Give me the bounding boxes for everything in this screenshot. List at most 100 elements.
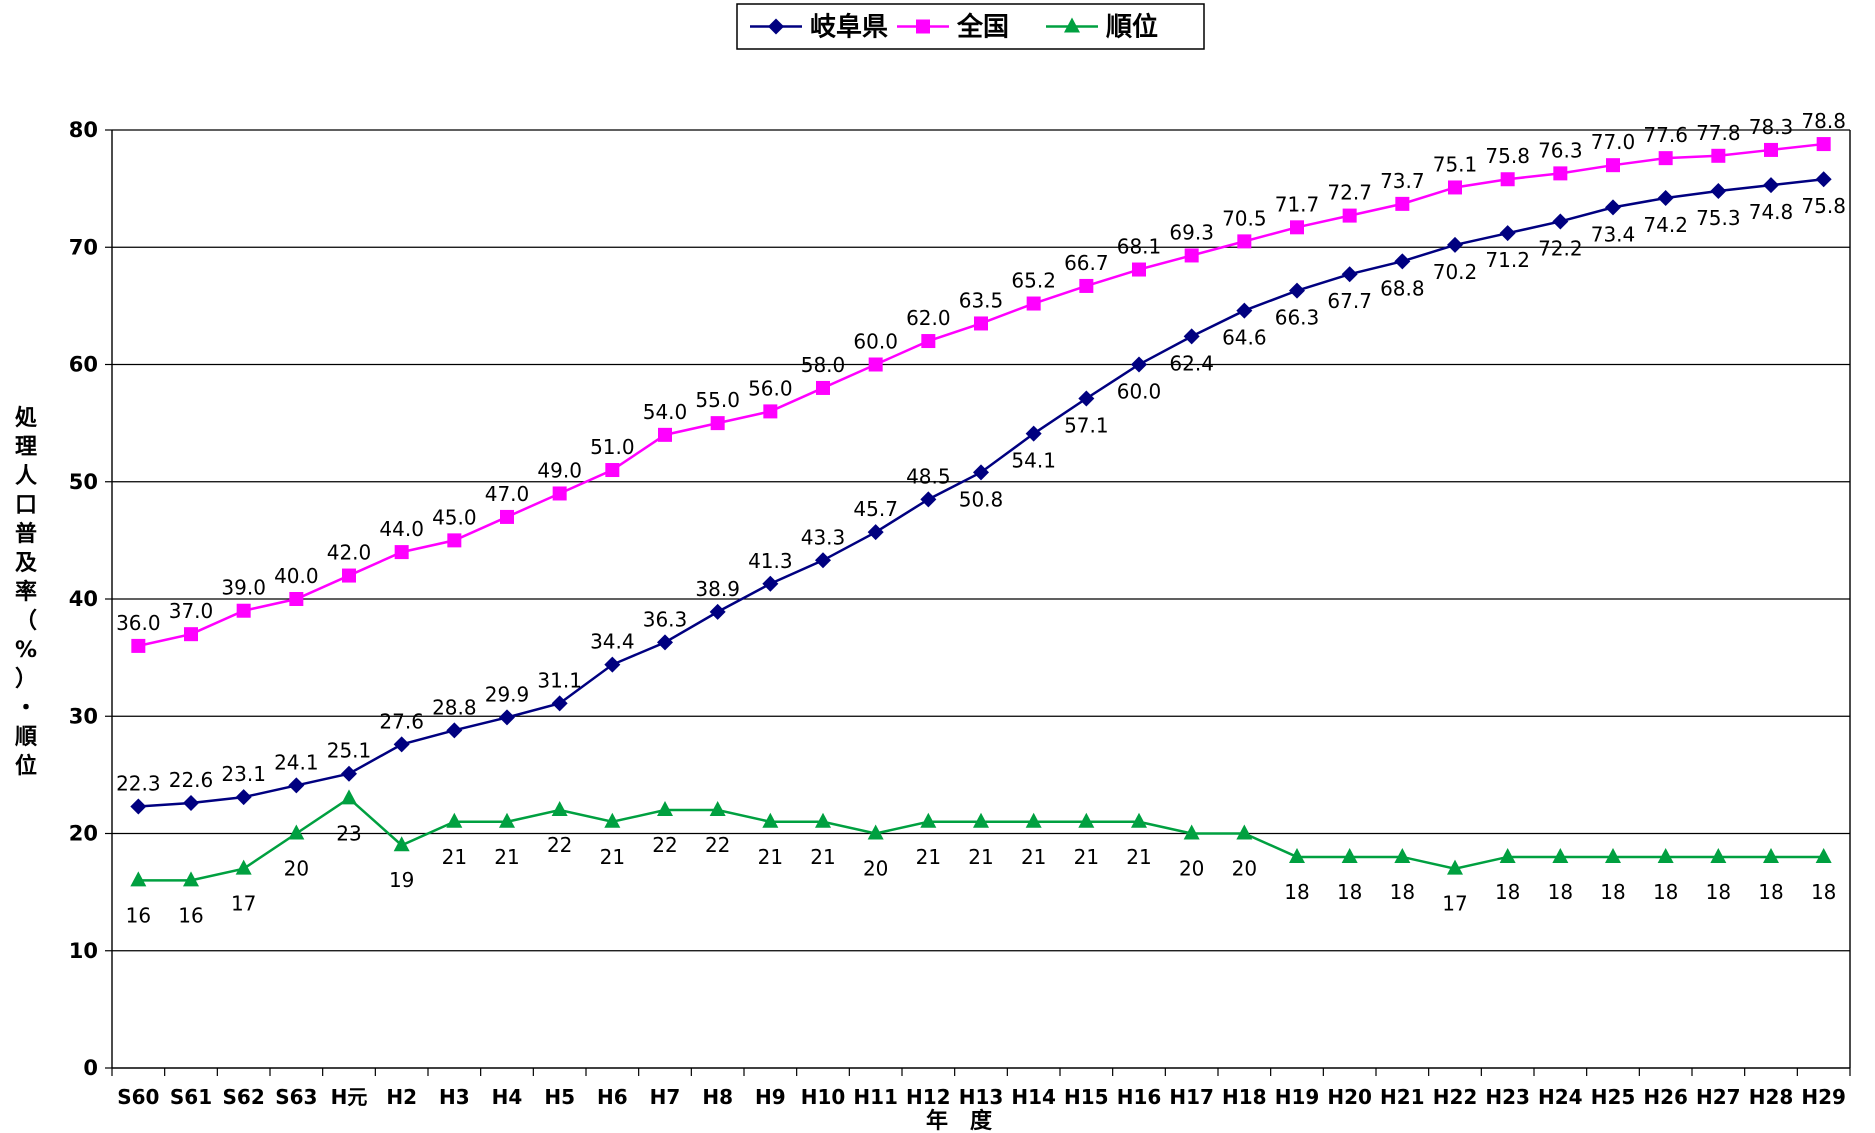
data-label: 43.3 xyxy=(801,525,846,549)
data-label: 18 xyxy=(1495,880,1520,904)
x-tick-label: H9 xyxy=(755,1085,786,1109)
data-label: 74.8 xyxy=(1749,200,1794,224)
y-tick-label: 10 xyxy=(69,939,98,963)
data-label: 25.1 xyxy=(327,739,372,763)
data-point xyxy=(1657,847,1674,863)
data-label: 68.8 xyxy=(1380,276,1425,300)
data-label: 73.7 xyxy=(1380,169,1425,193)
data-point xyxy=(1078,812,1095,828)
data-point xyxy=(1605,199,1621,216)
data-point xyxy=(867,524,884,541)
data-point xyxy=(1447,859,1463,875)
data-label: 64.6 xyxy=(1222,326,1267,350)
data-label: 31.1 xyxy=(537,668,582,692)
x-tick-label: H21 xyxy=(1380,1085,1425,1109)
data-point xyxy=(1183,328,1200,345)
y-axis-ticks: 0 10 20 30 40 50 60 70 80 xyxy=(69,118,112,1080)
data-point xyxy=(130,871,147,887)
x-tick-label: H26 xyxy=(1643,1085,1688,1109)
data-point xyxy=(1078,390,1095,407)
legend-item: 全国 xyxy=(897,12,1009,43)
x-tick-label: S62 xyxy=(223,1085,265,1109)
data-point xyxy=(500,509,514,524)
data-label: 75.3 xyxy=(1696,206,1741,230)
y-tick-label: 50 xyxy=(69,470,98,494)
data-label: 71.7 xyxy=(1275,192,1320,216)
x-tick-label: H24 xyxy=(1538,1085,1583,1109)
data-point xyxy=(1552,847,1569,863)
x-tick-label: H3 xyxy=(439,1085,470,1109)
data-point xyxy=(710,416,725,431)
data-point xyxy=(1500,172,1515,187)
data-point xyxy=(393,836,410,852)
x-tick-label: H20 xyxy=(1327,1085,1372,1109)
data-label: 57.1 xyxy=(1064,414,1109,438)
data-label: 45.7 xyxy=(853,497,898,521)
data-point xyxy=(289,592,304,606)
legend-item: 岐阜県 xyxy=(750,13,888,43)
data-point xyxy=(1290,220,1304,235)
data-point xyxy=(130,798,147,815)
data-label: 34.4 xyxy=(590,630,635,654)
data-point xyxy=(1183,824,1200,840)
data-point xyxy=(816,380,830,395)
data-label: 18 xyxy=(1390,880,1415,904)
data-label: 60.0 xyxy=(1117,380,1162,404)
data-point xyxy=(1711,148,1726,163)
data-point xyxy=(1131,356,1147,373)
data-label: 72.7 xyxy=(1327,181,1372,205)
data-label: 76.3 xyxy=(1538,138,1583,162)
data-label: 38.9 xyxy=(695,577,740,601)
data-label: 36.0 xyxy=(116,611,161,635)
x-axis-ticks: S60 S61 S62 S63 H元 H2 H3 H4 H5 H6 H7 H8 H9 H10 H11 H12 H… xyxy=(111,1068,1851,1109)
legend: 岐阜県 全国 順位 xyxy=(736,3,1205,50)
data-label: 58.0 xyxy=(801,353,846,377)
data-label: 16 xyxy=(126,903,151,927)
data-label: 70.2 xyxy=(1433,260,1478,284)
data-label: 18 xyxy=(1548,880,1573,904)
data-point xyxy=(1132,262,1146,277)
data-label: 54.0 xyxy=(643,400,688,424)
x-tick-label: H14 xyxy=(1011,1085,1056,1109)
x-tick-label: S61 xyxy=(170,1085,212,1109)
x-tick-label: H17 xyxy=(1169,1085,1214,1109)
data-point xyxy=(1764,142,1778,157)
legend-label: 岐阜県 xyxy=(810,13,888,43)
data-label: 36.3 xyxy=(643,607,688,631)
data-point xyxy=(768,18,784,35)
data-label: 16 xyxy=(178,903,203,927)
data-label: 70.5 xyxy=(1222,206,1267,230)
y-tick-label: 70 xyxy=(69,235,98,259)
data-label: 75.1 xyxy=(1433,152,1478,176)
data-label: 51.0 xyxy=(590,435,635,459)
data-label: 21 xyxy=(916,845,941,869)
data-point xyxy=(446,812,463,828)
x-tick-label: H19 xyxy=(1275,1085,1320,1109)
data-label: 66.3 xyxy=(1275,306,1320,330)
x-tick-label: H8 xyxy=(702,1085,733,1109)
data-label: 22 xyxy=(705,833,730,857)
data-label: 20 xyxy=(284,857,309,881)
data-label: 17 xyxy=(1442,892,1467,916)
y-tick-label: 60 xyxy=(69,353,98,377)
y-tick-label: 0 xyxy=(83,1056,98,1080)
data-label: 67.7 xyxy=(1327,289,1372,313)
data-point xyxy=(393,736,410,753)
data-point xyxy=(1552,213,1569,230)
x-tick-label: H23 xyxy=(1485,1085,1530,1109)
data-label: 63.5 xyxy=(959,288,1004,312)
data-label: 71.2 xyxy=(1485,248,1530,272)
data-point xyxy=(342,568,356,583)
legend-item: 順位 xyxy=(1046,12,1158,43)
data-point xyxy=(762,812,779,828)
data-point xyxy=(1341,847,1358,863)
data-point xyxy=(447,533,462,548)
x-tick-label: H25 xyxy=(1591,1085,1636,1109)
data-label: 69.3 xyxy=(1169,220,1214,244)
data-label: 56.0 xyxy=(748,376,793,400)
data-point xyxy=(1184,248,1199,263)
data-label: 55.0 xyxy=(695,388,740,412)
data-point xyxy=(605,463,620,478)
data-label: 60.0 xyxy=(853,330,898,354)
data-point xyxy=(341,765,357,782)
